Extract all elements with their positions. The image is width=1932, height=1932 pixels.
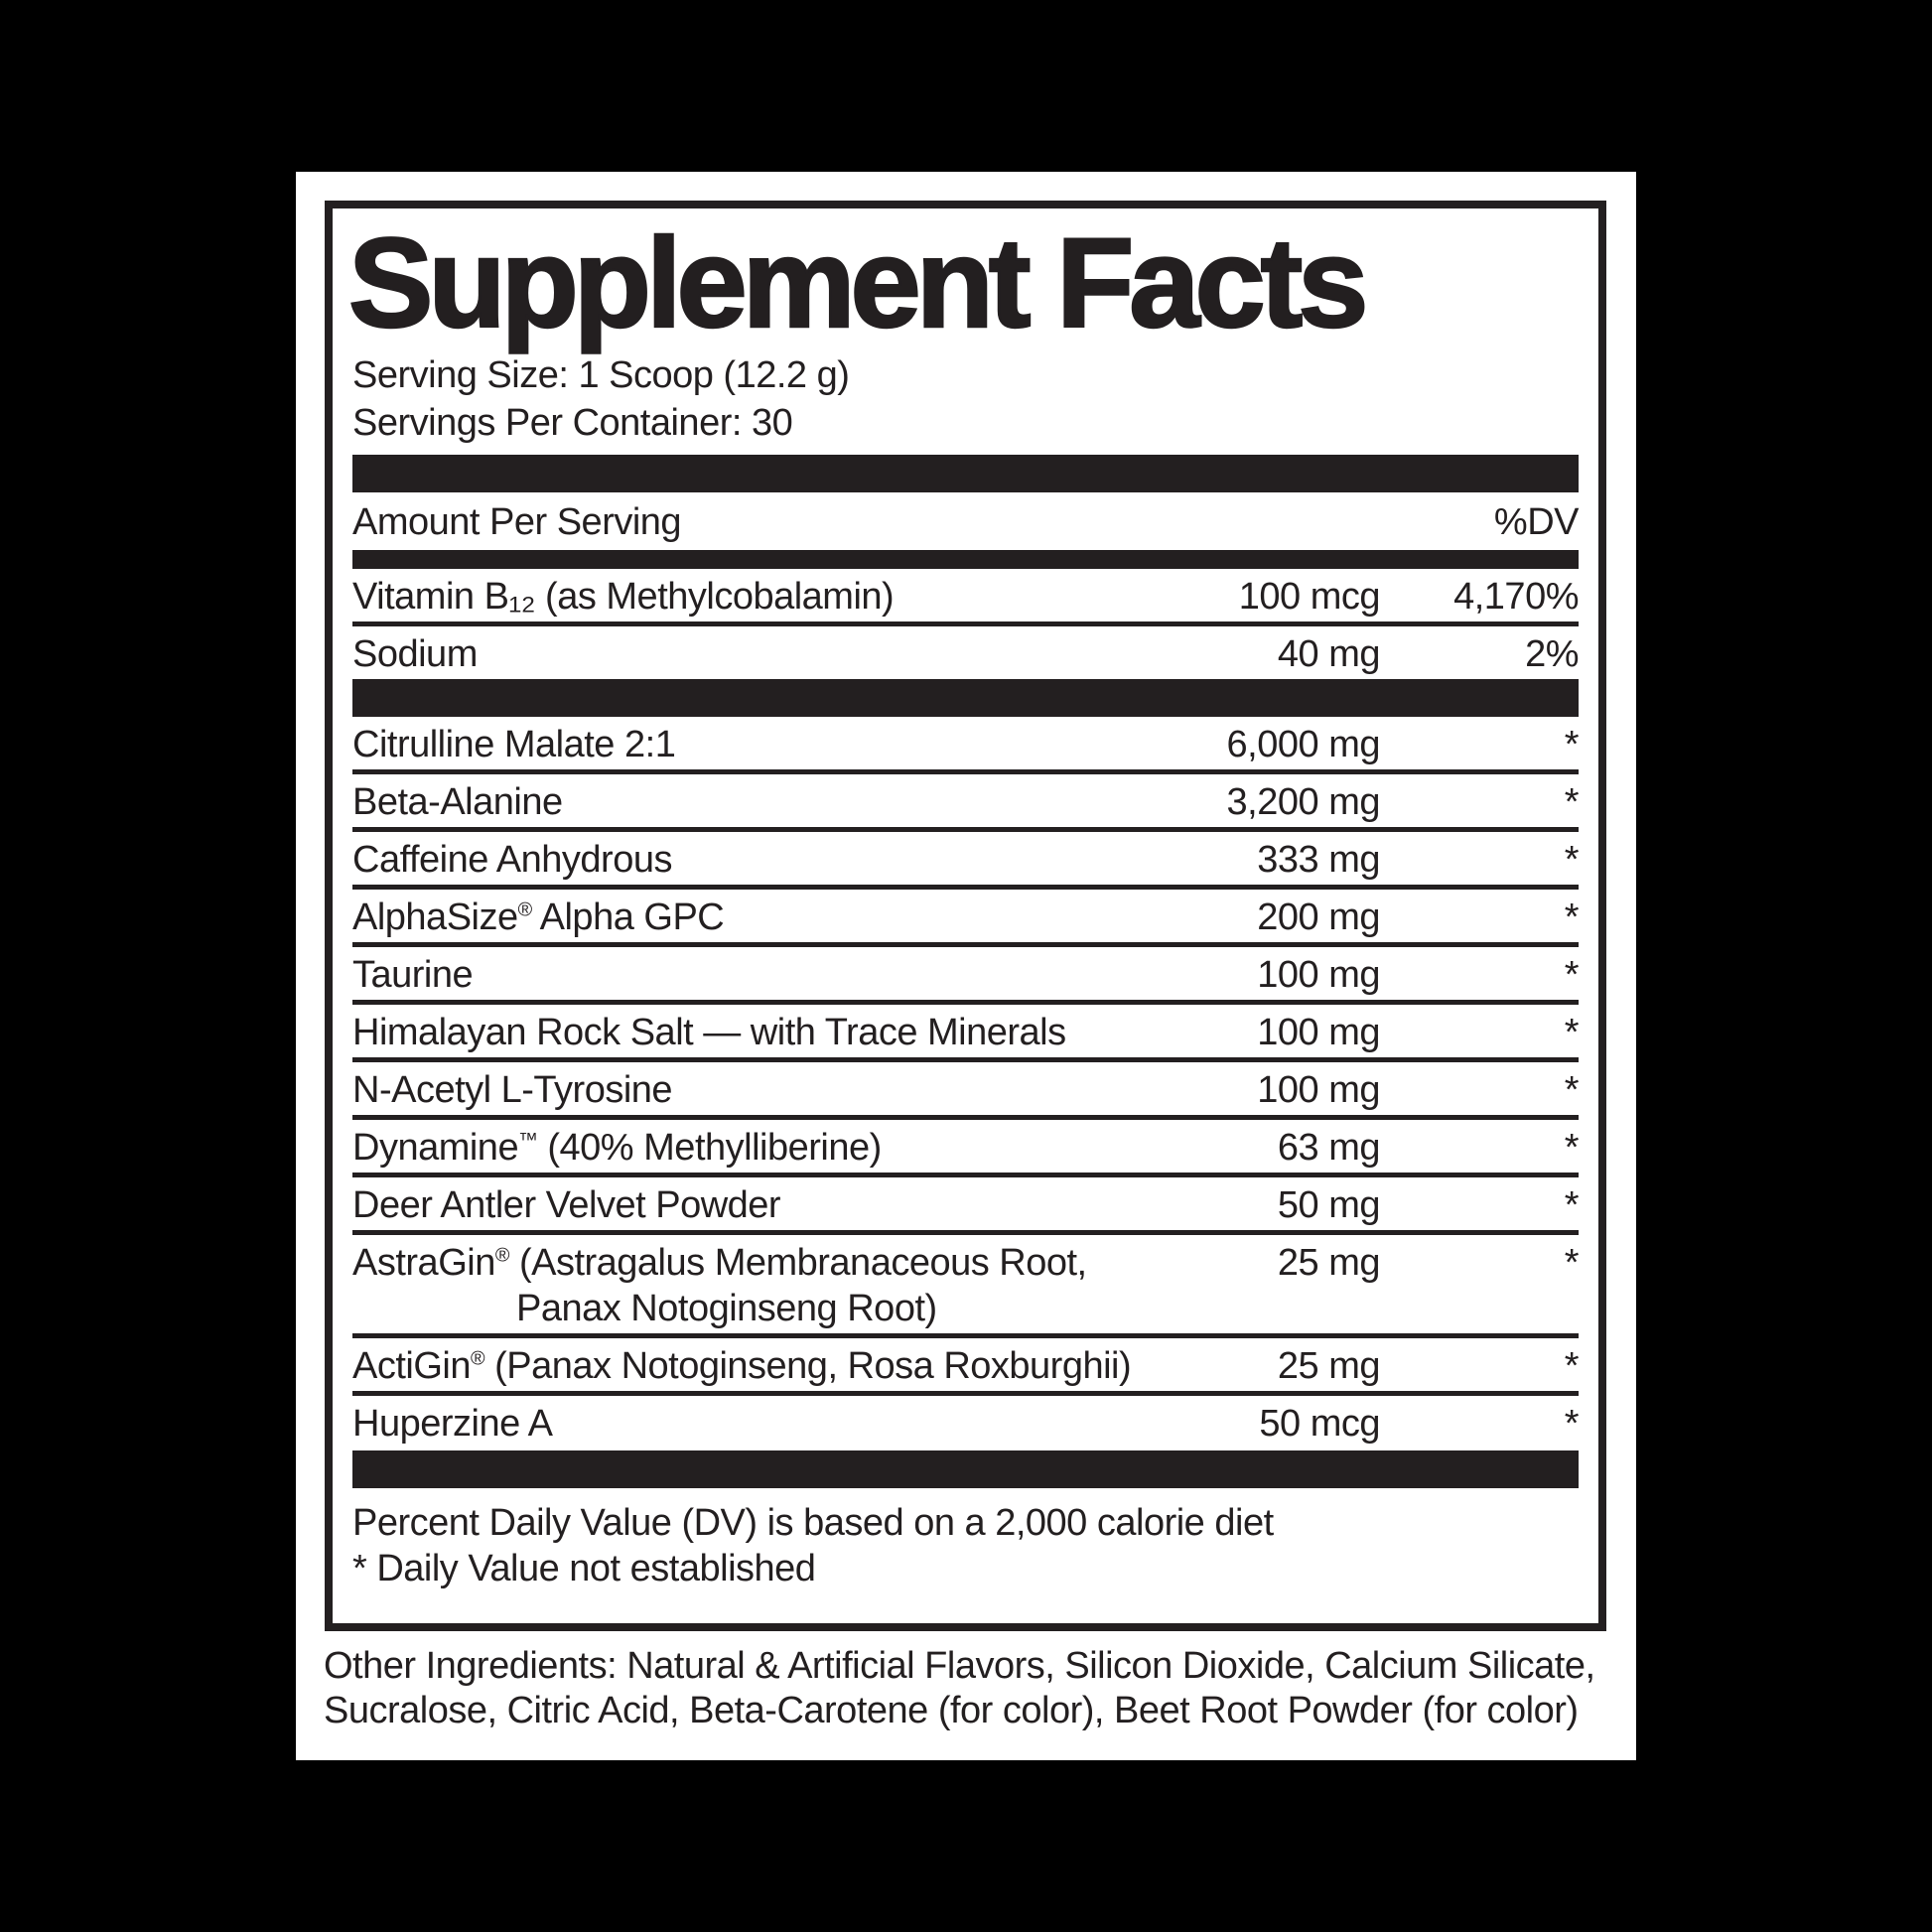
ingredient-name: Taurine <box>352 953 474 996</box>
ingredient-dv: * <box>1564 1344 1580 1387</box>
divider-bar-bottom <box>352 1449 1579 1488</box>
supplement-facts-panel: Supplement Facts Serving Size: 1 Scoop (… <box>325 201 1606 1631</box>
nutrient-amount: 100 mcg <box>1238 575 1381 618</box>
panel-title: Supplement Facts <box>347 212 1370 354</box>
percent-dv-header: %DV <box>1493 500 1580 543</box>
ingredient-dv: * <box>1564 780 1580 823</box>
nutrient-amount: 40 mg <box>1277 632 1381 675</box>
ingredient-dv: * <box>1564 1402 1580 1445</box>
nutrient-row: Sodium 40 mg 2% <box>352 626 1580 679</box>
ingredient-dv: * <box>1564 896 1580 938</box>
ingredient-dv: * <box>1564 1241 1580 1284</box>
asterisk-footnote: * Daily Value not established <box>352 1547 816 1589</box>
ingredient-name: Caffeine Anhydrous <box>352 838 672 881</box>
divider-bar-middle <box>352 678 1579 717</box>
other-ingredients: Other Ingredients: Natural & Artificial … <box>324 1645 1595 1731</box>
ingredient-row: Beta-Alanine 3,200 mg * <box>352 774 1580 832</box>
ingredient-dv: * <box>1564 1068 1580 1111</box>
ingredient-amount: 63 mg <box>1277 1126 1381 1169</box>
ingredient-amount: 100 mg <box>1257 953 1380 996</box>
serving-size: Serving Size: 1 Scoop (12.2 g) <box>352 353 850 396</box>
ingredient-name: Dynamine™ (40% Methylliberine) <box>352 1126 882 1169</box>
ingredient-name: Huperzine A <box>352 1402 553 1445</box>
ingredient-amount: 50 mg <box>1277 1183 1381 1226</box>
ingredient-dv: * <box>1564 953 1580 996</box>
ingredient-amount: 25 mg <box>1277 1241 1381 1284</box>
ingredient-name-line1: AstraGin® (Astragalus Membranaceous Root… <box>352 1241 1087 1284</box>
ingredient-dv: * <box>1564 723 1580 765</box>
ingredient-row: Taurine 100 mg * <box>352 947 1580 1005</box>
ingredient-row: ActiGin® (Panax Notoginseng, Rosa Roxbur… <box>352 1338 1580 1396</box>
ingredient-row: Deer Antler Velvet Powder 50 mg * <box>352 1177 1580 1235</box>
ingredient-amount: 6,000 mg <box>1226 723 1381 765</box>
ingredient-row: AstraGin® (Astragalus Membranaceous Root… <box>352 1235 1580 1338</box>
ingredient-amount: 200 mg <box>1257 896 1380 938</box>
ingredient-dv: * <box>1564 1183 1580 1226</box>
ingredient-dv: * <box>1564 1011 1580 1053</box>
ingredient-name: ActiGin® (Panax Notoginseng, Rosa Roxbur… <box>352 1344 1132 1387</box>
ingredient-row: Dynamine™ (40% Methylliberine) 63 mg * <box>352 1120 1580 1177</box>
ingredient-row: N-Acetyl L-Tyrosine 100 mg * <box>352 1062 1580 1120</box>
divider-bar-top <box>352 454 1579 492</box>
ingredient-dv: * <box>1564 838 1580 881</box>
ingredient-name: Citrulline Malate 2:1 <box>352 723 676 765</box>
ingredient-amount: 50 mcg <box>1259 1402 1380 1445</box>
ingredient-amount: 25 mg <box>1277 1344 1381 1387</box>
ingredient-dv: * <box>1564 1126 1580 1169</box>
ingredient-name-line2: Panax Notoginseng Root) <box>516 1287 937 1329</box>
dv-footnote: Percent Daily Value (DV) is based on a 2… <box>352 1501 1274 1544</box>
ingredient-amount: 3,200 mg <box>1226 780 1381 823</box>
ingredient-name: Himalayan Rock Salt — with Trace Mineral… <box>352 1011 1066 1053</box>
divider-bar-header <box>352 549 1579 569</box>
amount-per-serving-header: Amount Per Serving <box>352 500 682 543</box>
ingredient-row: AlphaSize® Alpha GPC 200 mg * <box>352 890 1580 947</box>
nutrient-name: Sodium <box>352 632 478 675</box>
ingredient-amount: 100 mg <box>1257 1068 1380 1111</box>
ingredient-name: Beta-Alanine <box>352 780 563 823</box>
ingredient-name: AlphaSize® Alpha GPC <box>352 896 725 938</box>
ingredient-row: Huperzine A 50 mcg * <box>352 1396 1580 1449</box>
nutrient-name: Vitamin B₁₂ (as Methylcobalamin) <box>352 575 895 618</box>
footnotes: Percent Daily Value (DV) is based on a 2… <box>352 1500 1579 1591</box>
nutrient-dv: 4,170% <box>1453 575 1579 618</box>
column-header-row: Amount Per Serving %DV <box>352 492 1580 550</box>
ingredient-amount: 333 mg <box>1257 838 1380 881</box>
ingredient-name: AstraGin® (Astragalus Membranaceous Root… <box>352 1240 1142 1331</box>
servings-per-container: Servings Per Container: 30 <box>352 401 793 444</box>
ingredient-name: N-Acetyl L-Tyrosine <box>352 1068 673 1111</box>
ingredient-row: Himalayan Rock Salt — with Trace Mineral… <box>352 1005 1580 1062</box>
ingredient-amount: 100 mg <box>1257 1011 1380 1053</box>
supplement-label: Supplement Facts Serving Size: 1 Scoop (… <box>296 172 1636 1760</box>
nutrient-dv: 2% <box>1525 632 1579 675</box>
nutrient-row: Vitamin B₁₂ (as Methylcobalamin) 100 mcg… <box>352 569 1580 626</box>
ingredient-row: Citrulline Malate 2:1 6,000 mg * <box>352 717 1580 774</box>
ingredient-row: Caffeine Anhydrous 333 mg * <box>352 832 1580 890</box>
ingredient-name: Deer Antler Velvet Powder <box>352 1183 781 1226</box>
